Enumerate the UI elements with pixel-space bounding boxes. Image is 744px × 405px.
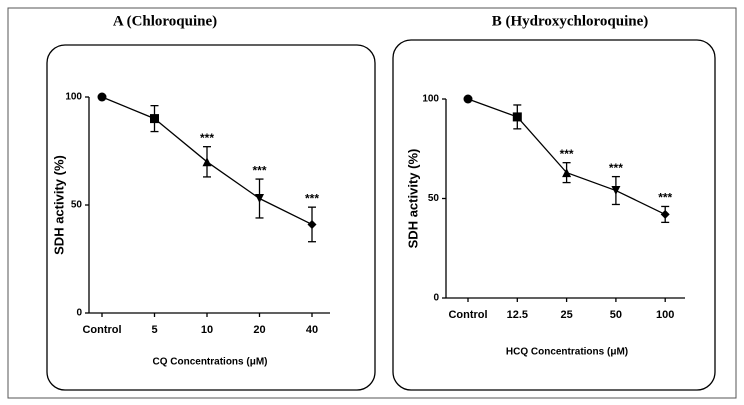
- significance-label: ***: [305, 191, 319, 205]
- y-tick-label: 50: [428, 193, 440, 204]
- x-tick-label: 20: [253, 324, 265, 336]
- chart-title: B (Hydroxychloroquine): [492, 13, 649, 29]
- y-axis-label: SDH activity (%): [405, 149, 420, 249]
- data-point: [255, 194, 264, 204]
- x-axis-label: HCQ Concentrations (μM): [506, 347, 628, 358]
- x-tick-label: Control: [82, 324, 121, 336]
- data-point: [150, 114, 159, 124]
- significance-label: ***: [609, 161, 623, 175]
- figure-border: [7, 7, 737, 399]
- x-tick-label: 50: [610, 309, 622, 321]
- data-point: [562, 168, 572, 178]
- significance-label: ***: [252, 163, 266, 177]
- x-tick-label: 10: [201, 324, 213, 336]
- significance-label: ***: [560, 147, 574, 161]
- data-point: [660, 209, 670, 219]
- x-tick-label: 25: [560, 309, 572, 321]
- y-tick-label: 50: [71, 200, 83, 211]
- panel-border: [392, 39, 716, 391]
- significance-label: ***: [200, 131, 214, 145]
- significance-label: ***: [658, 191, 672, 205]
- data-point: [307, 219, 317, 229]
- chart-title: A (Chloroquine): [113, 13, 217, 29]
- data-point: [97, 92, 107, 102]
- x-tick-label: 12.5: [507, 309, 528, 321]
- x-tick-label: Control: [448, 309, 487, 321]
- data-point: [512, 112, 522, 122]
- x-tick-label: 100: [656, 309, 674, 321]
- x-tick-label: 5: [151, 324, 157, 336]
- y-tick-label: 0: [76, 308, 82, 319]
- y-tick-label: 100: [422, 94, 439, 105]
- x-axis-label: CQ Concentrations (μM): [152, 357, 267, 368]
- data-point: [202, 157, 212, 167]
- y-axis-label: SDH activity (%): [51, 155, 66, 255]
- x-tick-label: 40: [306, 324, 318, 336]
- y-tick-label: 100: [65, 92, 82, 103]
- y-tick-label: 0: [433, 293, 439, 304]
- panel-border: [46, 44, 376, 391]
- data-point: [463, 94, 473, 104]
- data-point: [611, 186, 621, 196]
